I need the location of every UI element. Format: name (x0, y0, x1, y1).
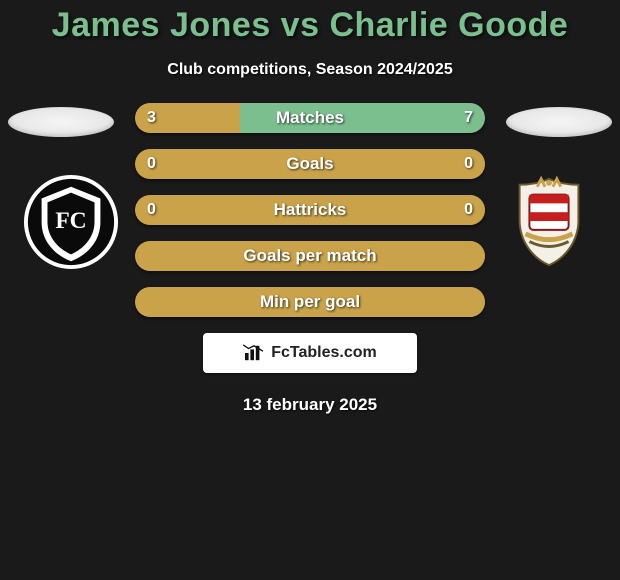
stat-bar-list: 37Matches 00Goals 00Hattricks Goals per mat… (135, 103, 485, 317)
stat-row-mpg: Min per goal (135, 287, 485, 317)
shield-icon: FC (22, 173, 120, 271)
country-flag-right (506, 107, 612, 137)
stat-label: Matches (135, 103, 485, 133)
bar-chart-icon (243, 344, 265, 362)
stat-row-gpm: Goals per match (135, 241, 485, 271)
stat-label: Goals (135, 149, 485, 179)
comparison-card: James Jones vs Charlie Goode Club compet… (0, 0, 620, 580)
page-title: James Jones vs Charlie Goode (0, 2, 620, 47)
club-crest-left: FC (22, 173, 120, 271)
comparison-arena: FC 37Matches 00Goals 00Hattricks Goals per … (0, 103, 620, 317)
stat-label: Min per goal (135, 287, 485, 317)
brand-text: FcTables.com (271, 344, 377, 362)
stat-row-matches: 37Matches (135, 103, 485, 133)
stat-row-hattricks: 00Hattricks (135, 195, 485, 225)
generated-date: 13 february 2025 (0, 395, 620, 415)
stat-label: Goals per match (135, 241, 485, 271)
country-flag-left (8, 107, 114, 137)
club-crest-right (500, 173, 598, 271)
crest-icon (500, 173, 598, 271)
svg-text:FC: FC (55, 208, 86, 234)
brand-badge: FcTables.com (203, 333, 417, 373)
stat-label: Hattricks (135, 195, 485, 225)
stat-row-goals: 00Goals (135, 149, 485, 179)
page-subtitle: Club competitions, Season 2024/2025 (0, 61, 620, 79)
